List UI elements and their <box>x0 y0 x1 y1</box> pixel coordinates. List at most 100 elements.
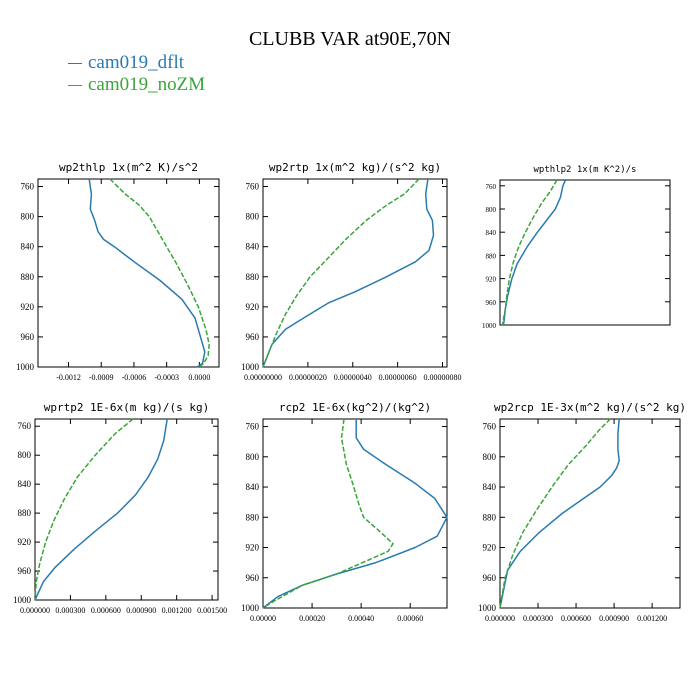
y-tick-label: 880 <box>246 512 260 522</box>
y-tick-label: 840 <box>483 482 497 492</box>
x-tick-label: -0.0012 <box>56 373 81 382</box>
y-tick-label: 920 <box>486 276 497 284</box>
chart-title: wp2thlp 1x(m^2 K)/s^2 <box>59 161 198 174</box>
y-tick-label: 880 <box>21 272 35 282</box>
y-tick-label: 960 <box>246 332 260 342</box>
x-tick-label: 0.00000 <box>250 614 276 623</box>
y-tick-label: 1000 <box>241 362 260 372</box>
y-tick-label: 760 <box>246 182 260 192</box>
x-tick-label: 0.000600 <box>561 614 591 623</box>
chart-title: wp2rtp 1x(m^2 kg)/(s^2 kg) <box>269 161 441 174</box>
x-tick-label: 0.00000040 <box>334 373 372 382</box>
y-tick-label: 880 <box>486 252 497 260</box>
x-tick-label: 0.00040 <box>348 614 374 623</box>
x-tick-label: 0.000900 <box>599 614 629 623</box>
y-tick-label: 800 <box>246 212 260 222</box>
x-tick-label: 0.000300 <box>55 606 85 615</box>
y-tick-label: 960 <box>246 573 260 583</box>
plot-frame <box>262 178 448 368</box>
plot-frame <box>37 178 220 368</box>
y-tick-label: 800 <box>486 206 497 214</box>
legend-line-nozm <box>68 85 82 87</box>
y-tick-label: 800 <box>18 450 32 460</box>
series-line-nozm <box>34 418 134 601</box>
y-tick-label: 920 <box>246 543 260 553</box>
y-tick-label: 840 <box>246 242 260 252</box>
x-tick-label: 0.001500 <box>197 606 227 615</box>
x-tick-label: 0.00020 <box>299 614 325 623</box>
chart-panel-6: wp2rcp 1E-3x(m^2 kg)/(s^2 kg) 760 800 840 88… <box>478 401 686 623</box>
plot-frame <box>499 179 671 326</box>
chart-panel-2: wp2rtp 1x(m^2 kg)/(s^2 kg) 760 800 840 880 92… <box>241 161 462 382</box>
series-line-dflt <box>34 418 168 601</box>
series-line-nozm <box>501 179 558 326</box>
chart-title: rcp2 1E-6x(kg^2)/(kg^2) <box>279 401 431 414</box>
y-tick-label: 880 <box>18 508 32 518</box>
y-tick-label: 760 <box>18 421 32 431</box>
series-line-dflt <box>499 418 620 609</box>
series-line-dflt <box>262 419 448 609</box>
y-tick-label: 920 <box>21 302 35 312</box>
y-tick-label: 760 <box>246 422 260 432</box>
x-tick-label: -0.0003 <box>154 373 179 382</box>
series-line-nozm <box>262 178 420 368</box>
chart-title: wpthlp2 1x(m K^2)/s <box>534 165 637 175</box>
y-tick-label: 840 <box>18 479 32 489</box>
y-tick-label: 1000 <box>241 603 260 613</box>
chart-panel-1: wp2thlp 1x(m^2 K)/s^2 760 800 840 880 920 960 1… <box>16 161 220 382</box>
chart-title: wp2rcp 1E-3x(m^2 kg)/(s^2 kg) <box>494 401 686 414</box>
legend: cam019_dflt cam019_noZM <box>68 52 205 96</box>
legend-item-dflt: cam019_dflt <box>68 52 205 74</box>
x-tick-label: 0.000300 <box>523 614 553 623</box>
y-tick-label: 960 <box>486 299 497 307</box>
y-tick-label: 920 <box>18 537 32 547</box>
x-tick-label: 0.0000 <box>188 373 210 382</box>
plot-frame <box>262 418 448 609</box>
chart-panel-4: wprtp2 1E-6x(m kg)/(s kg) 760 800 840 880 920… <box>13 401 227 615</box>
y-tick-label: 800 <box>21 212 35 222</box>
series-line-nozm <box>499 418 611 609</box>
x-tick-label: -0.0009 <box>89 373 114 382</box>
y-tick-label: 1000 <box>16 362 35 372</box>
x-tick-label: 0.00000080 <box>424 373 462 382</box>
series-line-nozm <box>109 178 210 368</box>
y-tick-label: 840 <box>486 229 497 237</box>
y-tick-label: 800 <box>483 452 497 462</box>
y-tick-label: 760 <box>21 182 35 192</box>
series-line-dflt <box>262 178 435 368</box>
series-line-dflt <box>88 178 206 368</box>
y-tick-label: 920 <box>246 302 260 312</box>
y-tick-label: 1000 <box>13 595 32 605</box>
y-tick-label: 1000 <box>478 603 497 613</box>
x-tick-label: 0.00000020 <box>289 373 327 382</box>
series-line-nozm <box>262 418 394 609</box>
legend-item-nozm: cam019_noZM <box>68 74 205 96</box>
x-tick-label: 0.000600 <box>91 606 121 615</box>
y-tick-label: 840 <box>246 482 260 492</box>
x-tick-label: 0.00060 <box>397 614 423 623</box>
chart-title: wprtp2 1E-6x(m kg)/(s kg) <box>44 401 210 414</box>
x-tick-label: 0.000900 <box>126 606 156 615</box>
y-tick-label: 960 <box>483 573 497 583</box>
legend-label-dflt: cam019_dflt <box>88 52 185 73</box>
y-tick-label: 960 <box>18 566 32 576</box>
x-tick-label: 0.001200 <box>162 606 192 615</box>
plot-frame <box>34 418 219 601</box>
x-tick-label: 0.000000 <box>20 606 50 615</box>
series-line-dflt <box>502 179 567 326</box>
y-tick-label: 960 <box>21 332 35 342</box>
y-tick-label: 840 <box>21 242 35 252</box>
plot-frame <box>499 418 681 609</box>
x-tick-label: 0.000000 <box>485 614 515 623</box>
page-title: CLUBB VAR at90E,70N <box>248 28 452 50</box>
chart-panel-3: wpthlp2 1x(m K^2)/s 760 800 840 880 920 960 100… <box>482 165 671 330</box>
x-tick-label: 0.00000060 <box>379 373 417 382</box>
legend-label-nozm: cam019_noZM <box>88 74 206 95</box>
y-tick-label: 800 <box>246 452 260 462</box>
x-tick-label: 0.001200 <box>637 614 667 623</box>
x-tick-label: -0.0006 <box>122 373 147 382</box>
y-tick-label: 1000 <box>482 322 497 330</box>
y-tick-label: 760 <box>483 422 497 432</box>
y-tick-label: 760 <box>486 183 497 191</box>
